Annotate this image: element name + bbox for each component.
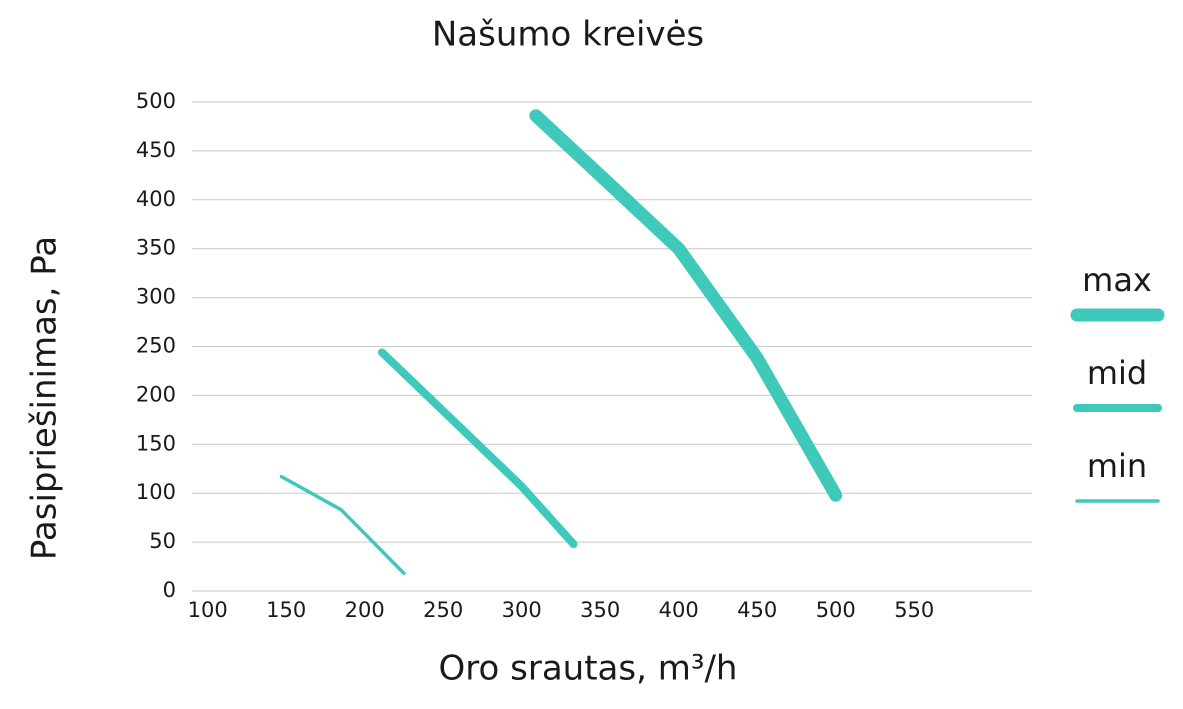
x-tick-label: 350	[580, 598, 620, 622]
data-line	[279, 474, 406, 576]
y-tick-label: 0	[163, 578, 176, 602]
data-line	[378, 348, 578, 549]
chart-title: Našumo kreivės	[432, 15, 704, 55]
x-tick-label: 300	[502, 598, 542, 622]
y-tick-label: 150	[136, 431, 176, 455]
legend-label: min	[1087, 447, 1147, 485]
x-tick-label: 150	[266, 598, 306, 622]
x-tick-label: 400	[659, 598, 699, 622]
y-tick-label: 200	[136, 382, 176, 406]
y-tick-label: 50	[149, 529, 176, 553]
x-tick-label: 250	[423, 598, 463, 622]
legend-label: mid	[1087, 354, 1147, 392]
y-axis-label: Pasipriešinimas, Pa	[25, 236, 65, 560]
y-tick-label: 500	[136, 89, 176, 113]
legend-label: max	[1082, 261, 1152, 299]
x-axis-label: Oro srautas, m³/h	[439, 649, 738, 689]
y-tick-label: 100	[136, 480, 176, 504]
x-tick-label: 500	[816, 598, 856, 622]
x-tick-label: 450	[737, 598, 777, 622]
y-tick-label: 450	[136, 138, 176, 162]
y-tick-label: 250	[136, 334, 176, 358]
x-tick-label: 200	[345, 598, 385, 622]
x-tick-label: 550	[894, 598, 934, 622]
data-line	[529, 109, 843, 502]
y-tick-label: 400	[136, 187, 176, 211]
x-tick-label: 100	[188, 598, 228, 622]
y-tick-label: 350	[136, 236, 176, 260]
y-tick-label: 300	[136, 285, 176, 309]
